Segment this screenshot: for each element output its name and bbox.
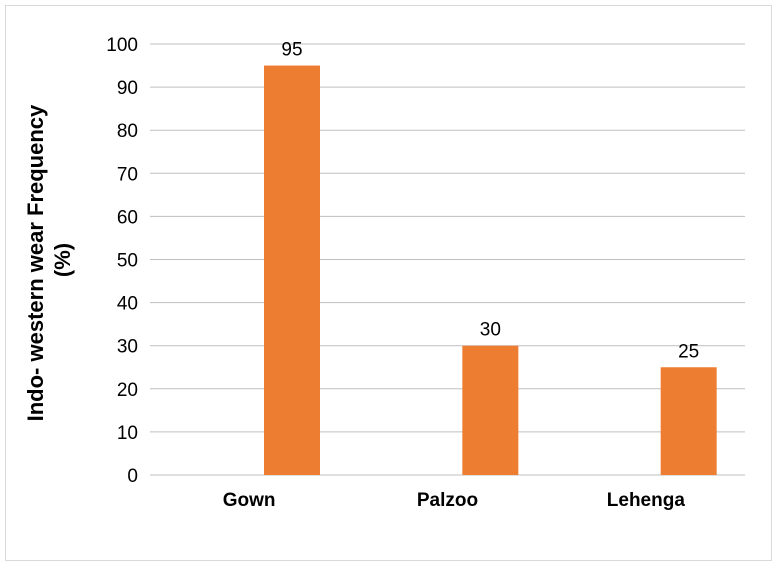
y-tick-label: 0 <box>127 466 138 487</box>
y-axis-label-line-2: (%) <box>50 243 75 277</box>
y-axis-ticks: 0 10 20 30 40 50 60 70 80 90 100 <box>106 35 138 487</box>
y-tick-label: 10 <box>117 423 138 444</box>
x-category-label-gown: Gown <box>223 490 276 511</box>
bars <box>264 65 717 476</box>
data-label-lehenga: 25 <box>678 341 699 362</box>
data-label-gown: 95 <box>281 40 302 61</box>
chart-frame <box>5 5 772 561</box>
y-tick-label: 70 <box>117 164 138 185</box>
gridlines <box>150 43 745 476</box>
y-tick-label: 80 <box>117 121 138 142</box>
x-category-label-lehenga: Lehenga <box>607 490 686 511</box>
bar-gown <box>264 65 320 476</box>
y-tick-label: 50 <box>117 251 138 272</box>
y-tick-label: 20 <box>117 380 138 401</box>
data-labels: 95 30 25 <box>281 40 699 363</box>
y-tick-label: 100 <box>106 35 138 56</box>
x-category-label-palzoo: Palzoo <box>417 490 478 511</box>
bar-lehenga <box>660 367 717 475</box>
y-tick-label: 90 <box>117 78 138 99</box>
y-axis-label-line-1: Indo- western wear Frequency <box>23 104 48 421</box>
y-tick-label: 30 <box>117 337 138 358</box>
data-label-palzoo: 30 <box>480 320 501 341</box>
x-axis-categories: Gown Palzoo Lehenga <box>223 490 686 511</box>
bar-palzoo <box>462 345 519 475</box>
y-axis-label: Indo- western wear Frequency (%) <box>23 99 75 422</box>
y-tick-label: 40 <box>117 294 138 315</box>
y-tick-label: 60 <box>117 207 138 228</box>
